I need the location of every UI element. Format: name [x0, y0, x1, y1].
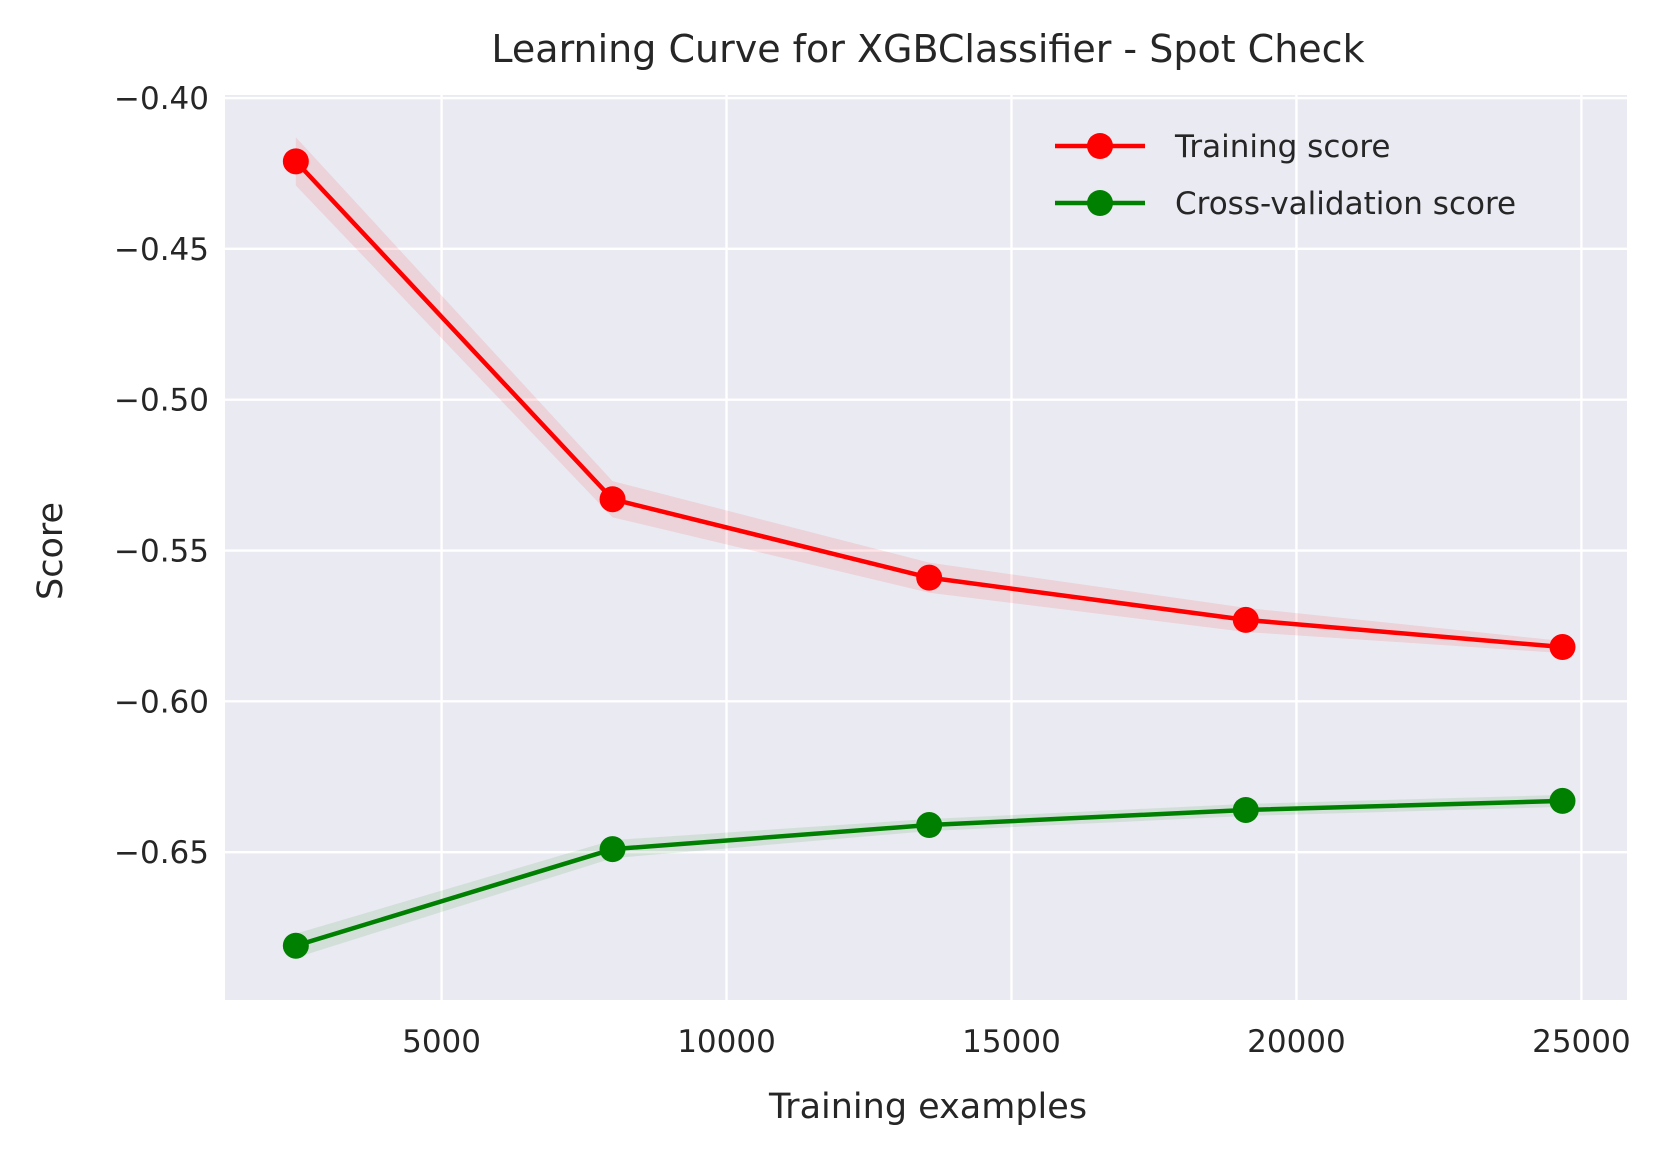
- plot-background: [225, 95, 1627, 1000]
- data-point: [1549, 634, 1576, 661]
- legend-swatch-marker-training: [1087, 133, 1113, 159]
- x-tick-labels: 5000 10000 15000 20000 25000: [402, 1024, 1631, 1060]
- data-point: [1232, 796, 1259, 823]
- x-tick-label: 10000: [677, 1024, 776, 1060]
- data-point: [1232, 606, 1259, 633]
- data-point: [282, 932, 309, 959]
- legend-label-training: Training score: [1174, 129, 1390, 165]
- data-point: [916, 564, 943, 591]
- y-tick-label: −0.65: [114, 835, 209, 871]
- y-tick-label: −0.50: [114, 383, 209, 419]
- y-axis-label: Score: [31, 502, 71, 600]
- series-points: [282, 148, 1576, 959]
- data-point: [599, 836, 626, 863]
- x-axis-label: Training examples: [768, 1087, 1087, 1127]
- data-point: [916, 812, 943, 839]
- y-tick-labels: −0.40 −0.45 −0.50 −0.55 −0.60 −0.65: [114, 81, 209, 871]
- x-tick-label: 15000: [962, 1024, 1061, 1060]
- y-tick-label: −0.45: [114, 232, 209, 268]
- grid-lines: [225, 95, 1627, 1000]
- x-tick-label: 25000: [1532, 1024, 1631, 1060]
- data-point: [282, 148, 309, 175]
- y-tick-label: −0.60: [114, 684, 209, 720]
- data-point: [599, 486, 626, 513]
- legend-label-cv: Cross-validation score: [1175, 186, 1516, 222]
- x-tick-label: 20000: [1247, 1024, 1346, 1060]
- y-tick-label: −0.55: [114, 534, 209, 570]
- y-tick-label: −0.40: [114, 81, 209, 117]
- legend: Training score Cross-validation score: [1055, 129, 1516, 222]
- data-point: [1549, 787, 1576, 814]
- legend-swatch-marker-cv: [1087, 190, 1113, 216]
- chart-title: Learning Curve for XGBClassifier - Spot …: [491, 27, 1364, 71]
- x-tick-label: 5000: [402, 1024, 481, 1060]
